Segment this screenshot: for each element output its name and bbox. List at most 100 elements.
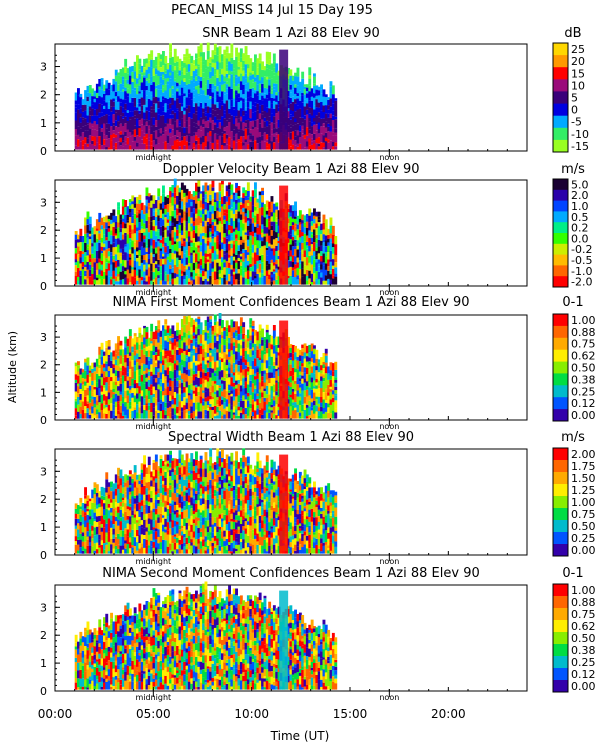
heatmap-cell	[225, 67, 229, 71]
heatmap-cell	[103, 241, 106, 244]
heatmap-cell	[121, 259, 125, 267]
heatmap-cell	[275, 128, 279, 133]
heatmap-cell	[95, 100, 99, 109]
heatmap-cell	[256, 349, 260, 359]
heatmap-cell	[124, 267, 128, 272]
heatmap-cell	[254, 215, 257, 223]
heatmap-cell	[270, 386, 274, 391]
heatmap-cell	[124, 116, 128, 124]
heatmap-cell	[228, 351, 231, 357]
heatmap-cell	[166, 84, 170, 90]
heatmap-cell	[239, 62, 243, 68]
heatmap-cell	[291, 402, 295, 406]
heatmap-cell	[154, 360, 158, 364]
heatmap-cell	[251, 196, 255, 206]
heatmap-cell	[317, 107, 321, 113]
heatmap-cell	[180, 270, 184, 274]
heatmap-cell	[150, 106, 154, 110]
heatmap-cell	[230, 226, 234, 233]
heatmap-cell	[249, 271, 253, 277]
heatmap-cell	[251, 252, 255, 258]
heatmap-cell	[117, 358, 120, 366]
heatmap-cell	[206, 259, 210, 262]
heatmap-cell	[192, 64, 196, 71]
heatmap-cell	[211, 187, 215, 191]
heatmap-cell	[251, 126, 255, 130]
heatmap-cell	[187, 263, 191, 267]
heatmap-cell	[291, 139, 295, 145]
heatmap-cell	[100, 81, 104, 89]
colorbar: 5.02.01.00.50.20.0-0.2-0.5-1.0-2.0	[552, 178, 592, 289]
heatmap-cell	[216, 235, 220, 242]
heatmap-cell	[171, 399, 175, 405]
heatmap-cell	[88, 262, 92, 265]
heatmap-cell	[294, 256, 297, 262]
heatmap-cell	[147, 369, 151, 372]
heatmap-cell	[143, 260, 146, 265]
heatmap-cell	[136, 383, 139, 389]
heatmap-cell	[114, 343, 118, 350]
heatmap-cell	[95, 395, 99, 401]
heatmap-cell	[178, 334, 182, 340]
heatmap-cell	[213, 202, 217, 211]
heatmap-cell	[133, 379, 137, 384]
heatmap-cell	[91, 115, 95, 124]
heatmap-cell	[225, 359, 229, 366]
heatmap-cell	[178, 233, 182, 242]
heatmap-cell	[237, 52, 241, 62]
heatmap-cell	[86, 122, 90, 125]
heatmap-cell	[185, 405, 189, 410]
heatmap-cell	[289, 256, 293, 262]
heatmap-cell	[213, 373, 217, 377]
heatmap-cell	[206, 42, 210, 51]
heatmap-cell	[268, 365, 272, 370]
heatmap-cell	[216, 192, 220, 201]
heatmap-cell	[166, 99, 170, 105]
heatmap-cell	[213, 104, 217, 111]
heatmap-cell	[199, 217, 203, 223]
heatmap-cell	[81, 394, 85, 402]
heatmap-cell	[131, 134, 135, 142]
heatmap-cell	[317, 366, 321, 373]
heatmap-cell	[173, 408, 177, 415]
heatmap-cell	[244, 122, 248, 127]
heatmap-cell	[305, 404, 309, 408]
heatmap-cell	[74, 128, 78, 136]
heatmap-cell	[228, 254, 231, 258]
heatmap-cell	[277, 269, 281, 276]
colorbar-label: -5	[571, 116, 582, 129]
heatmap-cell	[86, 211, 90, 220]
heatmap-cell	[183, 316, 187, 325]
heatmap-cell	[166, 212, 170, 220]
heatmap-cell	[197, 186, 201, 193]
heatmap-cell	[301, 95, 305, 103]
heatmap-cell	[310, 138, 314, 142]
heatmap-cell	[270, 108, 274, 114]
heatmap-cell	[166, 204, 170, 213]
heatmap-cell	[136, 63, 139, 69]
heatmap-cell	[261, 232, 264, 238]
heatmap-cell	[98, 96, 102, 104]
heatmap-cell	[310, 231, 314, 235]
heatmap-cell	[112, 255, 116, 260]
heatmap-cell	[171, 110, 175, 115]
colorbar-label: 2.0	[571, 189, 589, 202]
heatmap-cell	[211, 278, 215, 285]
heatmap-cell	[251, 416, 255, 419]
heatmap-cell	[202, 270, 205, 277]
heatmap-cell	[117, 386, 120, 391]
heatmap-cell	[329, 86, 333, 94]
heatmap-cell	[131, 215, 135, 223]
heatmap-cell	[176, 136, 179, 140]
heatmap-cell	[263, 233, 267, 237]
heatmap-cell	[251, 135, 255, 142]
heatmap-cell	[228, 224, 231, 231]
heatmap-cell	[126, 403, 130, 410]
heatmap-cell	[209, 131, 213, 136]
heatmap-cell	[143, 90, 146, 93]
heatmap-cell	[202, 339, 205, 345]
heatmap-cell	[124, 252, 128, 256]
heatmap-cell	[320, 240, 323, 246]
heatmap-cell	[166, 256, 170, 260]
heatmap-cell	[213, 74, 217, 79]
